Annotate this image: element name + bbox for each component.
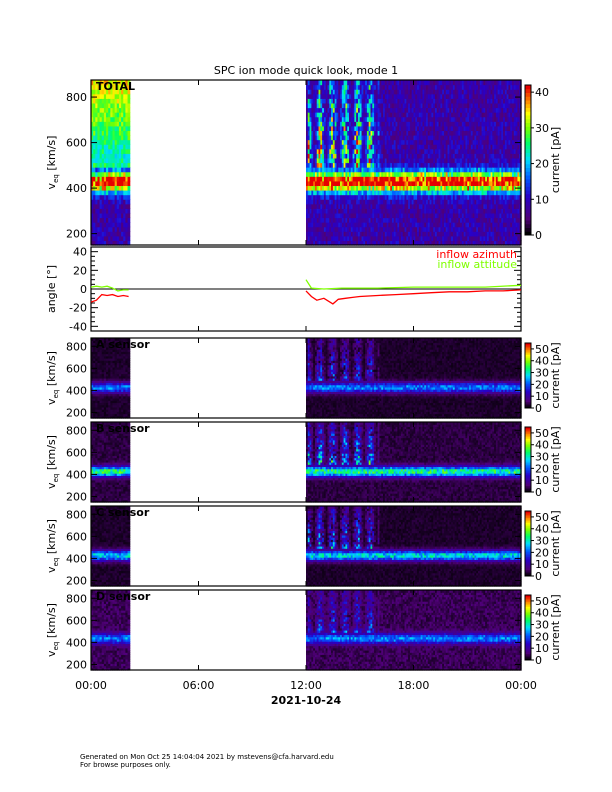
heatmap-cell xyxy=(128,195,131,200)
heatmap-cell xyxy=(128,167,131,172)
heatmap-cell xyxy=(128,208,131,213)
y-tick-label: 400 xyxy=(66,182,87,195)
heatmap-cell xyxy=(128,185,131,190)
colorbar-cell xyxy=(525,224,531,228)
heatmap-cell xyxy=(128,218,131,223)
y-tick-label: 800 xyxy=(66,91,87,104)
heatmap-cell xyxy=(128,181,131,186)
heatmap-cell xyxy=(128,112,131,117)
spc-quicklook-figure: SPC ion mode quick look, mode 1 TOTAL 200… xyxy=(0,0,612,792)
heatmap-cell xyxy=(128,108,131,113)
heatmap-cell xyxy=(128,227,131,232)
heatmap-cell xyxy=(128,213,131,218)
heatmap-cell xyxy=(128,144,131,149)
heatmap-cell xyxy=(128,135,131,140)
colorbar-cell xyxy=(525,228,531,232)
heatmap-cell xyxy=(128,94,131,99)
heatmap-cell xyxy=(128,190,131,195)
heatmap-cell xyxy=(128,199,131,204)
heatmap-panel-total xyxy=(91,80,522,246)
y-tick-label: 200 xyxy=(66,228,87,241)
heatmap-cell xyxy=(128,172,131,177)
heatmap-cell xyxy=(128,117,131,122)
y-axis-label-total: veq [km/s] xyxy=(45,136,60,190)
heatmap-cell xyxy=(128,130,131,135)
heatmap-cell xyxy=(128,176,131,181)
heatmap-cell xyxy=(128,236,131,241)
panel-label-total: TOTAL xyxy=(96,80,135,93)
chart-title: SPC ion mode quick look, mode 1 xyxy=(214,64,398,77)
heatmap-cell xyxy=(128,126,131,131)
heatmap-cell xyxy=(128,153,131,158)
heatmap-cell xyxy=(128,222,131,227)
heatmap-cell xyxy=(128,163,131,168)
heatmap-cell xyxy=(128,103,131,108)
heatmap-cell xyxy=(128,121,131,126)
heatmap-cell xyxy=(128,140,131,145)
heatmap-cell xyxy=(128,158,131,163)
heatmap-cell xyxy=(128,149,131,154)
heatmap-cell xyxy=(128,231,131,236)
heatmap-cell xyxy=(128,98,131,103)
heatmap-cell xyxy=(128,204,131,209)
colorbar-total: 010203040current [pA] xyxy=(525,85,562,242)
y-tick-label: 600 xyxy=(66,137,87,150)
